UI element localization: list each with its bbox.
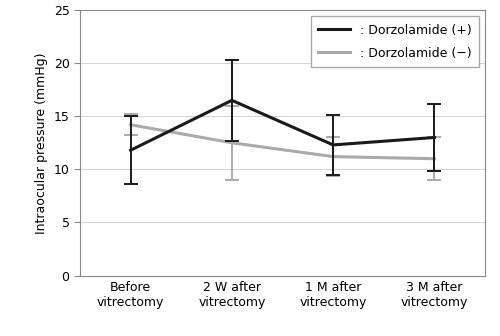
Legend: : Dorzolamide (+), : Dorzolamide (−): : Dorzolamide (+), : Dorzolamide (−) bbox=[311, 16, 479, 67]
Y-axis label: Intraocular pressure (mmHg): Intraocular pressure (mmHg) bbox=[35, 52, 48, 234]
